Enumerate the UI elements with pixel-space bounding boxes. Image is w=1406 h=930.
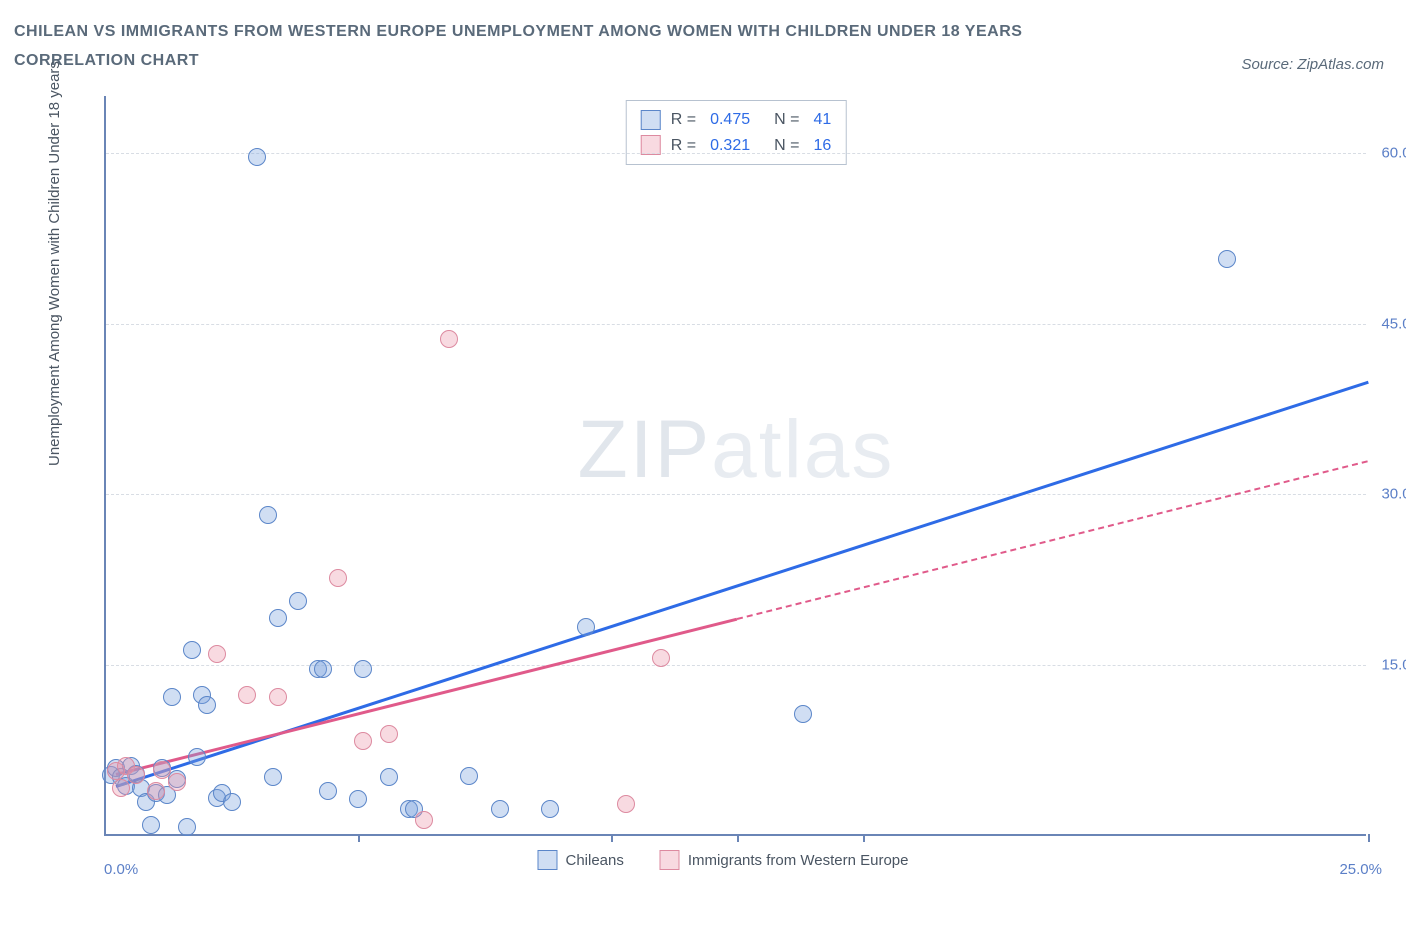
legend-n-label: N = [774, 107, 799, 133]
x-tick [1368, 834, 1370, 842]
watermark-bold: ZIP [578, 404, 712, 495]
y-tick-label: 60.0% [1381, 144, 1406, 161]
data-point [208, 645, 226, 663]
data-point [652, 649, 670, 667]
data-point [440, 330, 458, 348]
legend-stats: R = 0.475 N = 41 R = 0.321 N = 16 [626, 100, 847, 165]
data-point [198, 696, 216, 714]
data-point [380, 725, 398, 743]
x-tick [358, 834, 360, 842]
legend-r-label: R = [671, 133, 696, 159]
y-tick-label: 45.0% [1381, 315, 1406, 332]
data-point [183, 641, 201, 659]
data-point [147, 782, 165, 800]
data-point [269, 688, 287, 706]
data-point [329, 569, 347, 587]
gridline [106, 324, 1366, 325]
data-point [142, 816, 160, 834]
chart-title-block: CHILEAN VS IMMIGRANTS FROM WESTERN EUROP… [14, 18, 1022, 76]
legend-series-label: Chileans [565, 852, 623, 869]
legend-stat-row: R = 0.475 N = 41 [641, 107, 832, 133]
x-axis-min-label: 0.0% [104, 861, 138, 878]
watermark: ZIPatlas [578, 403, 895, 497]
data-point [349, 790, 367, 808]
watermark-thin: atlas [711, 404, 894, 495]
legend-r-label: R = [671, 107, 696, 133]
data-point [319, 782, 337, 800]
chart-title-line1: CHILEAN VS IMMIGRANTS FROM WESTERN EUROP… [14, 18, 1022, 47]
legend-swatch [537, 850, 557, 870]
x-tick [737, 834, 739, 842]
legend-r-value: 0.321 [710, 133, 750, 159]
y-axis-title: Unemployment Among Women with Children U… [46, 61, 63, 466]
gridline [106, 494, 1366, 495]
y-tick-label: 30.0% [1381, 486, 1406, 503]
legend-stat-row: R = 0.321 N = 16 [641, 133, 832, 159]
data-point [248, 148, 266, 166]
data-point [127, 766, 145, 784]
data-point [491, 800, 509, 818]
data-point [188, 748, 206, 766]
x-axis-max-label: 25.0% [1339, 861, 1382, 878]
plot-region: ZIPatlas R =0.475N =41R =0.321N =16 15.0… [104, 96, 1366, 836]
legend-n-value: 16 [813, 133, 831, 159]
data-point [178, 818, 196, 836]
gridline [106, 153, 1366, 154]
data-point [238, 686, 256, 704]
data-point [380, 768, 398, 786]
legend-swatch [660, 850, 680, 870]
data-point [289, 592, 307, 610]
data-point [541, 800, 559, 818]
x-tick [863, 834, 865, 842]
data-point [577, 618, 595, 636]
legend-n-value: 41 [813, 107, 831, 133]
legend-series: Chileans Immigrants from Western Europe [537, 850, 908, 870]
x-tick [611, 834, 613, 842]
data-point [259, 506, 277, 524]
data-point [168, 773, 186, 791]
legend-n-label: N = [774, 133, 799, 159]
data-point [314, 660, 332, 678]
data-point [112, 779, 130, 797]
y-tick-label: 15.0% [1381, 657, 1406, 674]
legend-series-item: Chileans [537, 850, 623, 870]
data-point [354, 660, 372, 678]
chart-title-line2: CORRELATION CHART [14, 47, 1022, 76]
gridline [106, 665, 1366, 666]
legend-swatch [641, 110, 661, 130]
data-point [264, 768, 282, 786]
legend-series-item: Immigrants from Western Europe [660, 850, 909, 870]
data-point [269, 609, 287, 627]
data-point [617, 795, 635, 813]
legend-series-label: Immigrants from Western Europe [688, 852, 909, 869]
chart-area: Unemployment Among Women with Children U… [68, 96, 1378, 876]
data-point [223, 793, 241, 811]
data-point [1218, 250, 1236, 268]
source-attribution: Source: ZipAtlas.com [1241, 56, 1384, 73]
data-point [163, 688, 181, 706]
data-point [794, 705, 812, 723]
legend-r-value: 0.475 [710, 107, 750, 133]
data-point [460, 767, 478, 785]
data-point [415, 811, 433, 829]
data-point [354, 732, 372, 750]
